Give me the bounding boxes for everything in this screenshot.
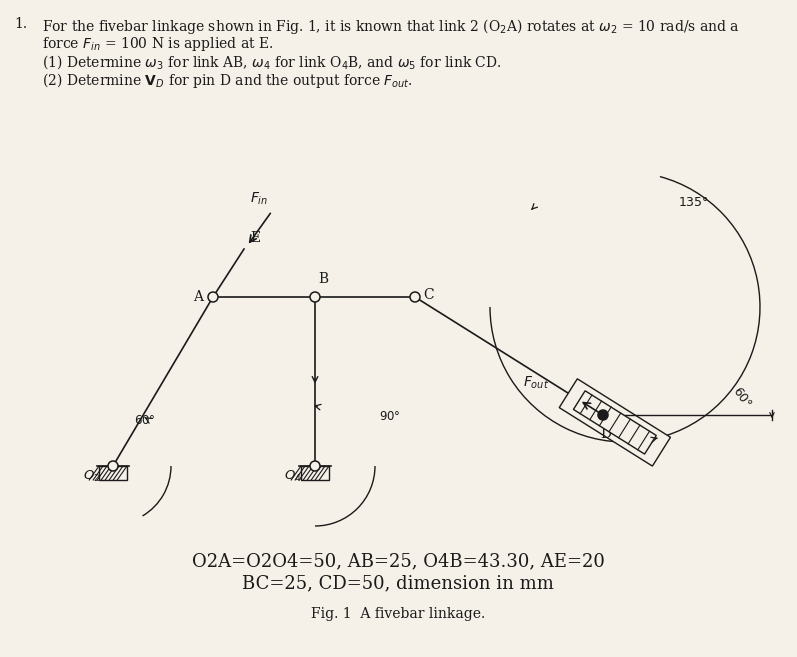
Text: A: A bbox=[193, 290, 203, 304]
Polygon shape bbox=[559, 379, 670, 466]
Circle shape bbox=[310, 292, 320, 302]
Polygon shape bbox=[573, 391, 656, 454]
Text: $135°$: $135°$ bbox=[677, 196, 709, 208]
Text: For the fivebar linkage shown in Fig. 1, it is known that link 2 (O$_2$A) rotate: For the fivebar linkage shown in Fig. 1,… bbox=[42, 17, 740, 36]
Circle shape bbox=[410, 292, 420, 302]
Text: $F_{out}$: $F_{out}$ bbox=[523, 374, 549, 391]
Circle shape bbox=[208, 292, 218, 302]
Circle shape bbox=[108, 461, 118, 471]
Text: C: C bbox=[423, 288, 434, 302]
Circle shape bbox=[310, 461, 320, 471]
Bar bbox=[301, 466, 329, 480]
Text: $O_2$: $O_2$ bbox=[83, 469, 100, 484]
Text: $90°$: $90°$ bbox=[379, 409, 401, 422]
Circle shape bbox=[598, 410, 608, 420]
Text: $60°$: $60°$ bbox=[134, 415, 156, 428]
Text: BC=25, CD=50, dimension in mm: BC=25, CD=50, dimension in mm bbox=[242, 574, 554, 592]
Text: $F_{in}$: $F_{in}$ bbox=[250, 191, 269, 207]
Text: force $F_{in}$ = 100 N is applied at E.: force $F_{in}$ = 100 N is applied at E. bbox=[42, 35, 273, 53]
Text: O2A=O2O4=50, AB=25, O4B=43.30, AE=20: O2A=O2O4=50, AB=25, O4B=43.30, AE=20 bbox=[191, 552, 604, 570]
Text: $O_4$: $O_4$ bbox=[285, 469, 302, 484]
Text: (2) Determine $\mathbf{V}_D$ for pin D and the output force $F_{out}$.: (2) Determine $\mathbf{V}_D$ for pin D a… bbox=[42, 71, 413, 90]
Text: B: B bbox=[318, 272, 328, 286]
Text: 1.: 1. bbox=[14, 17, 27, 31]
Text: (1) Determine $\omega_3$ for link AB, $\omega_4$ for link O$_4$B, and $\omega_5$: (1) Determine $\omega_3$ for link AB, $\… bbox=[42, 53, 501, 71]
Text: Fig. 1  A fivebar linkage.: Fig. 1 A fivebar linkage. bbox=[311, 607, 485, 621]
Text: E: E bbox=[250, 231, 260, 245]
Text: D: D bbox=[600, 427, 611, 441]
Text: $60°$: $60°$ bbox=[730, 384, 754, 410]
Bar bbox=[99, 466, 127, 480]
